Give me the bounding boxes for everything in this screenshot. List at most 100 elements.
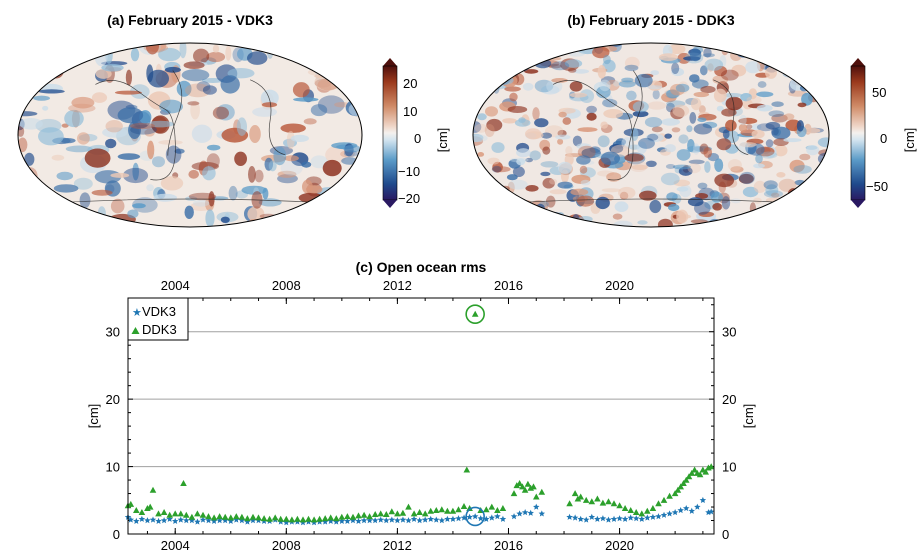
map-texture-blob [540, 161, 559, 168]
map-texture-blob [644, 117, 663, 128]
vdk3-point [649, 513, 657, 520]
map-texture-blob [160, 176, 184, 191]
map-texture-blob [293, 97, 319, 102]
map-texture-blob [645, 160, 657, 167]
ddk3-point [216, 513, 223, 520]
map-texture-blob [152, 156, 165, 168]
map-texture-blob [586, 112, 597, 121]
map-texture-blob [765, 66, 777, 79]
map-texture-blob [487, 157, 500, 165]
vdk3-point [366, 517, 373, 524]
map-texture-blob [51, 154, 65, 161]
map-texture-blob [331, 198, 340, 214]
vdk3-point [621, 515, 629, 522]
map-texture-blob [319, 52, 344, 65]
map-texture-blob [722, 129, 730, 139]
map-texture-blob [110, 172, 130, 178]
map-texture-blob [473, 186, 485, 196]
map-texture-blob [33, 95, 50, 101]
map-texture-blob [703, 47, 712, 58]
map-texture-blob [568, 68, 577, 73]
ddk3-point [227, 514, 235, 521]
map-texture-blob [290, 134, 309, 142]
map-texture-blob [91, 189, 113, 196]
plot-frame [127, 297, 715, 535]
vdk3-point [221, 517, 229, 524]
map-texture-blob [788, 60, 801, 69]
vdk3-point [233, 516, 240, 523]
vdk3-point [638, 515, 646, 522]
vdk3-point [682, 504, 690, 512]
map-texture-blob [804, 200, 818, 212]
map-texture-blob [771, 127, 779, 136]
map-texture-blob [749, 202, 757, 215]
ddk3-point [627, 507, 634, 513]
map-texture-blob [657, 218, 673, 227]
map-texture-blob [577, 145, 596, 159]
map-texture-blob [807, 202, 819, 208]
map-texture-blob [756, 104, 773, 112]
vdk3-point [127, 516, 135, 523]
ddk3-point [483, 506, 490, 513]
map-texture-blob [105, 138, 117, 149]
map-texture-blob [473, 121, 482, 133]
ddk3-point [685, 473, 693, 480]
map-texture-blob [757, 48, 774, 56]
map-texture-blob [44, 206, 54, 214]
map-texture-blob [492, 165, 502, 173]
vdk3-point [155, 517, 162, 524]
x-tick-label-bottom: 2016 [494, 538, 523, 553]
map-texture-blob [702, 53, 715, 58]
map-texture-blob [710, 191, 724, 203]
map-texture-blob [698, 105, 706, 114]
vdk3-point [499, 515, 507, 522]
map-texture-blob [53, 184, 79, 193]
vdk3-point [333, 518, 340, 525]
map-texture-blob [676, 209, 689, 224]
map-texture-blob [482, 192, 501, 199]
map-texture-blob [529, 150, 541, 161]
map-texture-blob [687, 163, 701, 174]
map-texture-blob [18, 111, 38, 117]
map-texture-blob [205, 209, 215, 227]
map-texture-blob [21, 77, 35, 84]
map-texture-blob [18, 212, 41, 223]
map-texture-blob [549, 178, 558, 185]
map-texture-blob [24, 152, 35, 166]
map-texture-blob [742, 216, 761, 227]
map-texture-blob [557, 181, 573, 189]
map-texture-blob [34, 49, 50, 54]
ddk3-point [394, 510, 401, 517]
map-texture-blob [725, 119, 737, 132]
map-texture-blob [548, 63, 562, 69]
ddk3-point [194, 510, 201, 517]
map-texture-blob [343, 150, 358, 157]
vdk3-point [249, 517, 257, 524]
map-texture-blob [260, 89, 279, 107]
map-texture-blob [802, 127, 821, 134]
map-texture-blob [216, 104, 235, 121]
map-texture-blob [651, 126, 663, 133]
map-texture-blob [474, 53, 488, 61]
map-texture-blob [485, 106, 498, 117]
map-texture-blob [757, 43, 770, 51]
map-texture-blob [738, 123, 748, 132]
map-texture-blob [692, 143, 700, 155]
ddk3-point [696, 471, 704, 478]
colorbar-a-tick-minus20: −20 [398, 191, 420, 206]
map-texture-blob [725, 96, 743, 111]
map-texture-blob [690, 97, 702, 111]
map-texture-blob [244, 224, 261, 227]
map-texture-blob [576, 143, 592, 150]
ddk3-point [233, 513, 240, 520]
map-texture-blob [114, 90, 142, 95]
map-texture-blob [68, 103, 96, 113]
vdk3-point [488, 514, 496, 521]
map-texture-blob [65, 145, 93, 153]
map-texture-blob [190, 100, 200, 120]
map-texture-blob [712, 75, 729, 85]
vdk3-point [466, 513, 473, 520]
map-texture-blob [546, 79, 563, 94]
map-texture-blob [503, 45, 519, 59]
vdk3-point [471, 513, 479, 520]
